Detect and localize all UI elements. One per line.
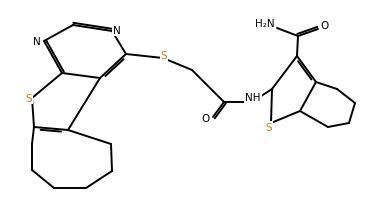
Text: N: N <box>33 37 41 47</box>
Text: NH: NH <box>245 92 261 103</box>
Text: S: S <box>161 51 167 61</box>
Text: S: S <box>25 94 32 103</box>
Text: O: O <box>202 114 210 123</box>
Text: H₂N: H₂N <box>255 19 275 29</box>
Text: O: O <box>320 21 328 31</box>
Text: S: S <box>266 122 272 132</box>
Text: N: N <box>113 26 121 36</box>
